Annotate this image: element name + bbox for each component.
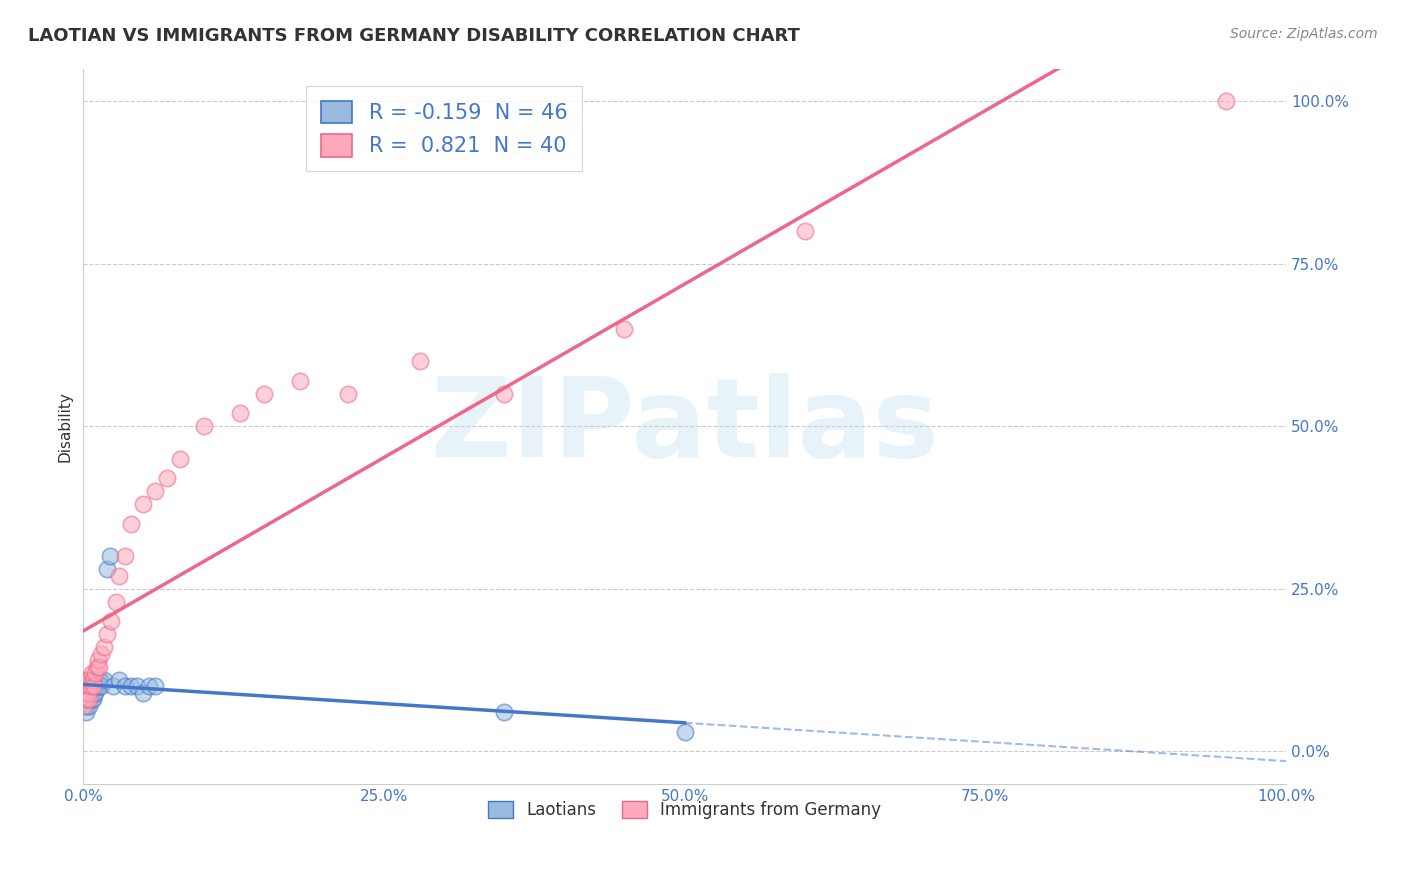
Legend: Laotians, Immigrants from Germany: Laotians, Immigrants from Germany — [482, 794, 887, 825]
Point — [73, 686, 96, 700]
Point — [79, 679, 101, 693]
Point — [98, 549, 121, 564]
Point — [82, 692, 104, 706]
Point — [82, 673, 104, 687]
Point — [145, 484, 167, 499]
Point — [87, 653, 110, 667]
Point — [96, 627, 118, 641]
Point — [103, 679, 125, 693]
Point — [77, 692, 100, 706]
Point — [76, 692, 98, 706]
Point — [86, 659, 108, 673]
Point — [96, 562, 118, 576]
Point — [89, 673, 111, 687]
Point — [83, 679, 105, 693]
Point — [73, 698, 96, 713]
Point — [104, 595, 127, 609]
Point — [75, 692, 97, 706]
Point — [82, 686, 104, 700]
Point — [108, 568, 131, 582]
Point — [494, 705, 516, 719]
Point — [84, 686, 107, 700]
Point — [75, 692, 97, 706]
Point — [494, 386, 516, 401]
Point — [84, 666, 107, 681]
Point — [77, 686, 100, 700]
Point — [120, 516, 142, 531]
Point — [93, 673, 115, 687]
Point — [75, 686, 97, 700]
Point — [114, 549, 136, 564]
Point — [75, 705, 97, 719]
Point — [80, 692, 103, 706]
Point — [79, 679, 101, 693]
Point — [79, 686, 101, 700]
Point — [76, 686, 98, 700]
Point — [793, 224, 815, 238]
Point — [87, 679, 110, 693]
Point — [83, 679, 105, 693]
Point — [336, 386, 359, 401]
Point — [253, 386, 276, 401]
Point — [79, 692, 101, 706]
Point — [86, 679, 108, 693]
Point — [409, 354, 432, 368]
Point — [73, 698, 96, 713]
Point — [156, 471, 179, 485]
Point — [90, 679, 112, 693]
Point — [228, 406, 250, 420]
Point — [79, 698, 101, 713]
Text: ZIPatlas: ZIPatlas — [430, 373, 938, 480]
Point — [169, 451, 191, 466]
Point — [76, 673, 98, 687]
Point — [79, 679, 101, 693]
Text: LAOTIAN VS IMMIGRANTS FROM GERMANY DISABILITY CORRELATION CHART: LAOTIAN VS IMMIGRANTS FROM GERMANY DISAB… — [28, 27, 800, 45]
Point — [79, 686, 101, 700]
Point — [193, 419, 215, 434]
Point — [90, 647, 112, 661]
Point — [80, 666, 103, 681]
Point — [73, 692, 96, 706]
Point — [288, 374, 311, 388]
Point — [75, 679, 97, 693]
Point — [132, 497, 155, 511]
Point — [83, 686, 105, 700]
Point — [76, 698, 98, 713]
Point — [79, 692, 101, 706]
Point — [673, 724, 696, 739]
Point — [84, 679, 107, 693]
Point — [132, 686, 155, 700]
Point — [108, 673, 131, 687]
Point — [87, 659, 110, 673]
Point — [77, 679, 100, 693]
Text: Source: ZipAtlas.com: Source: ZipAtlas.com — [1230, 27, 1378, 41]
Point — [100, 614, 122, 628]
Point — [93, 640, 115, 655]
Point — [76, 679, 98, 693]
Point — [76, 686, 98, 700]
Point — [87, 673, 110, 687]
Point — [613, 321, 636, 335]
Point — [77, 679, 100, 693]
Point — [82, 679, 104, 693]
Point — [114, 679, 136, 693]
Point — [80, 686, 103, 700]
Point — [1215, 94, 1237, 108]
Point — [127, 679, 149, 693]
Y-axis label: Disability: Disability — [58, 391, 72, 461]
Point — [80, 673, 103, 687]
Point — [77, 686, 100, 700]
Point — [79, 673, 101, 687]
Point — [120, 679, 142, 693]
Point — [138, 679, 160, 693]
Point — [145, 679, 167, 693]
